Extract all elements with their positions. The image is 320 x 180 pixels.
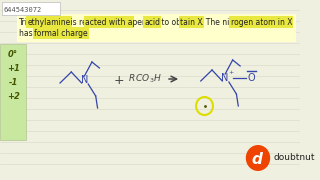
Text: ethylamine: ethylamine	[27, 17, 70, 26]
Text: +2: +2	[7, 91, 20, 100]
Text: tain X: tain X	[180, 17, 202, 26]
Text: .: .	[84, 28, 86, 37]
Text: N: N	[221, 73, 229, 83]
Text: -1: -1	[8, 78, 18, 87]
Text: per: per	[130, 17, 145, 26]
Text: doubtnut: doubtnut	[274, 154, 316, 163]
Text: O: O	[248, 73, 255, 83]
Text: d: d	[252, 152, 262, 167]
Text: rogen atom in X: rogen atom in X	[230, 17, 292, 26]
Text: +: +	[114, 73, 124, 87]
Text: 644543072: 644543072	[4, 7, 42, 13]
Text: is re: is re	[68, 17, 86, 26]
Text: acid: acid	[144, 17, 160, 26]
Circle shape	[246, 145, 270, 171]
Text: has: has	[19, 28, 35, 37]
Text: Tri: Tri	[19, 17, 28, 26]
Text: to ob: to ob	[159, 17, 181, 26]
Text: 0°: 0°	[8, 50, 18, 59]
Text: +1: +1	[7, 64, 20, 73]
Text: formal charge: formal charge	[34, 28, 87, 37]
Text: +: +	[228, 69, 233, 75]
Text: N: N	[81, 75, 88, 85]
Text: acted with a: acted with a	[85, 17, 133, 26]
Bar	[17, 14, 296, 42]
Bar	[2, 2, 60, 15]
Text: $R\,CO_3H$: $R\,CO_3H$	[128, 73, 162, 85]
Text: . The nit: . The nit	[201, 17, 233, 26]
Bar	[0, 44, 26, 140]
